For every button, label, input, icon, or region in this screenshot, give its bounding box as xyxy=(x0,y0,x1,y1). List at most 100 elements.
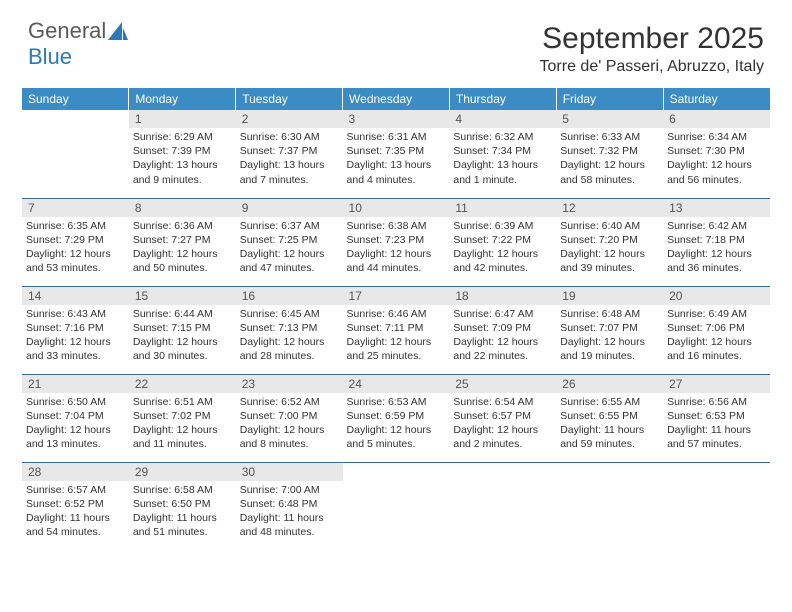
location: Torre de' Passeri, Abruzzo, Italy xyxy=(540,58,764,76)
day-details: Sunrise: 7:00 AMSunset: 6:48 PMDaylight:… xyxy=(236,481,343,544)
sunrise-line: Sunrise: 6:40 AM xyxy=(560,219,659,233)
sunset-line: Sunset: 7:35 PM xyxy=(347,144,446,158)
day-number-blank xyxy=(449,463,556,481)
day-number-blank xyxy=(663,463,770,481)
day-number: 11 xyxy=(449,199,556,217)
weekday-header: Saturday xyxy=(663,88,770,110)
daylight-line: Daylight: 13 hours and 4 minutes. xyxy=(347,158,446,186)
daylight-line: Daylight: 11 hours and 51 minutes. xyxy=(133,511,232,539)
calendar-day-cell xyxy=(449,462,556,550)
day-details: Sunrise: 6:32 AMSunset: 7:34 PMDaylight:… xyxy=(449,128,556,191)
sunset-line: Sunset: 6:57 PM xyxy=(453,409,552,423)
sunset-line: Sunset: 6:52 PM xyxy=(26,497,125,511)
daylight-line: Daylight: 12 hours and 36 minutes. xyxy=(667,247,766,275)
day-details: Sunrise: 6:48 AMSunset: 7:07 PMDaylight:… xyxy=(556,305,663,368)
day-details: Sunrise: 6:30 AMSunset: 7:37 PMDaylight:… xyxy=(236,128,343,191)
day-number: 30 xyxy=(236,463,343,481)
sunrise-line: Sunrise: 6:55 AM xyxy=(560,395,659,409)
calendar-week-row: 7Sunrise: 6:35 AMSunset: 7:29 PMDaylight… xyxy=(22,198,770,286)
daylight-line: Daylight: 11 hours and 57 minutes. xyxy=(667,423,766,451)
weekday-header: Wednesday xyxy=(343,88,450,110)
day-number: 8 xyxy=(129,199,236,217)
weekday-header-row: Sunday Monday Tuesday Wednesday Thursday… xyxy=(22,88,770,110)
day-number: 16 xyxy=(236,287,343,305)
daylight-line: Daylight: 11 hours and 59 minutes. xyxy=(560,423,659,451)
day-details: Sunrise: 6:56 AMSunset: 6:53 PMDaylight:… xyxy=(663,393,770,456)
sunrise-line: Sunrise: 6:48 AM xyxy=(560,307,659,321)
sunrise-line: Sunrise: 6:46 AM xyxy=(347,307,446,321)
calendar-day-cell: 10Sunrise: 6:38 AMSunset: 7:23 PMDayligh… xyxy=(343,198,450,286)
weekday-header: Monday xyxy=(129,88,236,110)
day-details: Sunrise: 6:50 AMSunset: 7:04 PMDaylight:… xyxy=(22,393,129,456)
calendar-day-cell: 26Sunrise: 6:55 AMSunset: 6:55 PMDayligh… xyxy=(556,374,663,462)
day-number: 24 xyxy=(343,375,450,393)
day-number: 17 xyxy=(343,287,450,305)
day-number: 27 xyxy=(663,375,770,393)
calendar-day-cell: 13Sunrise: 6:42 AMSunset: 7:18 PMDayligh… xyxy=(663,198,770,286)
calendar-table: Sunday Monday Tuesday Wednesday Thursday… xyxy=(22,88,770,550)
calendar-day-cell: 20Sunrise: 6:49 AMSunset: 7:06 PMDayligh… xyxy=(663,286,770,374)
sunset-line: Sunset: 7:23 PM xyxy=(347,233,446,247)
day-number: 4 xyxy=(449,110,556,128)
sunset-line: Sunset: 7:02 PM xyxy=(133,409,232,423)
day-number: 3 xyxy=(343,110,450,128)
day-details: Sunrise: 6:49 AMSunset: 7:06 PMDaylight:… xyxy=(663,305,770,368)
day-details: Sunrise: 6:38 AMSunset: 7:23 PMDaylight:… xyxy=(343,217,450,280)
sunset-line: Sunset: 7:30 PM xyxy=(667,144,766,158)
day-details: Sunrise: 6:35 AMSunset: 7:29 PMDaylight:… xyxy=(22,217,129,280)
calendar-day-cell xyxy=(556,462,663,550)
calendar-day-cell: 4Sunrise: 6:32 AMSunset: 7:34 PMDaylight… xyxy=(449,110,556,198)
calendar-day-cell: 8Sunrise: 6:36 AMSunset: 7:27 PMDaylight… xyxy=(129,198,236,286)
day-details: Sunrise: 6:55 AMSunset: 6:55 PMDaylight:… xyxy=(556,393,663,456)
calendar-day-cell: 21Sunrise: 6:50 AMSunset: 7:04 PMDayligh… xyxy=(22,374,129,462)
sunset-line: Sunset: 7:16 PM xyxy=(26,321,125,335)
sunrise-line: Sunrise: 6:51 AM xyxy=(133,395,232,409)
day-number: 5 xyxy=(556,110,663,128)
calendar-day-cell: 7Sunrise: 6:35 AMSunset: 7:29 PMDaylight… xyxy=(22,198,129,286)
sunset-line: Sunset: 7:15 PM xyxy=(133,321,232,335)
day-number-blank xyxy=(22,110,129,128)
day-number: 2 xyxy=(236,110,343,128)
day-details: Sunrise: 6:29 AMSunset: 7:39 PMDaylight:… xyxy=(129,128,236,191)
sunrise-line: Sunrise: 7:00 AM xyxy=(240,483,339,497)
calendar-day-cell: 24Sunrise: 6:53 AMSunset: 6:59 PMDayligh… xyxy=(343,374,450,462)
day-details: Sunrise: 6:57 AMSunset: 6:52 PMDaylight:… xyxy=(22,481,129,544)
day-number: 28 xyxy=(22,463,129,481)
day-number: 14 xyxy=(22,287,129,305)
day-number: 25 xyxy=(449,375,556,393)
sunrise-line: Sunrise: 6:37 AM xyxy=(240,219,339,233)
logo: General Blue xyxy=(28,18,128,70)
day-number: 12 xyxy=(556,199,663,217)
day-number-blank xyxy=(556,463,663,481)
daylight-line: Daylight: 12 hours and 47 minutes. xyxy=(240,247,339,275)
day-number: 29 xyxy=(129,463,236,481)
sunset-line: Sunset: 7:27 PM xyxy=(133,233,232,247)
daylight-line: Daylight: 12 hours and 2 minutes. xyxy=(453,423,552,451)
day-details: Sunrise: 6:53 AMSunset: 6:59 PMDaylight:… xyxy=(343,393,450,456)
day-number: 18 xyxy=(449,287,556,305)
sunset-line: Sunset: 7:13 PM xyxy=(240,321,339,335)
calendar-week-row: 28Sunrise: 6:57 AMSunset: 6:52 PMDayligh… xyxy=(22,462,770,550)
day-number: 22 xyxy=(129,375,236,393)
day-details: Sunrise: 6:42 AMSunset: 7:18 PMDaylight:… xyxy=(663,217,770,280)
calendar-day-cell xyxy=(343,462,450,550)
daylight-line: Daylight: 12 hours and 8 minutes. xyxy=(240,423,339,451)
daylight-line: Daylight: 12 hours and 28 minutes. xyxy=(240,335,339,363)
daylight-line: Daylight: 12 hours and 58 minutes. xyxy=(560,158,659,186)
daylight-line: Daylight: 11 hours and 48 minutes. xyxy=(240,511,339,539)
day-details: Sunrise: 6:33 AMSunset: 7:32 PMDaylight:… xyxy=(556,128,663,191)
daylight-line: Daylight: 12 hours and 42 minutes. xyxy=(453,247,552,275)
calendar-day-cell: 29Sunrise: 6:58 AMSunset: 6:50 PMDayligh… xyxy=(129,462,236,550)
sunrise-line: Sunrise: 6:58 AM xyxy=(133,483,232,497)
calendar-day-cell: 6Sunrise: 6:34 AMSunset: 7:30 PMDaylight… xyxy=(663,110,770,198)
daylight-line: Daylight: 12 hours and 44 minutes. xyxy=(347,247,446,275)
day-number: 19 xyxy=(556,287,663,305)
month-title: September 2025 xyxy=(540,22,764,56)
sunrise-line: Sunrise: 6:43 AM xyxy=(26,307,125,321)
sunrise-line: Sunrise: 6:29 AM xyxy=(133,130,232,144)
weekday-header: Thursday xyxy=(449,88,556,110)
daylight-line: Daylight: 12 hours and 22 minutes. xyxy=(453,335,552,363)
sunrise-line: Sunrise: 6:35 AM xyxy=(26,219,125,233)
sunrise-line: Sunrise: 6:30 AM xyxy=(240,130,339,144)
sunset-line: Sunset: 7:20 PM xyxy=(560,233,659,247)
